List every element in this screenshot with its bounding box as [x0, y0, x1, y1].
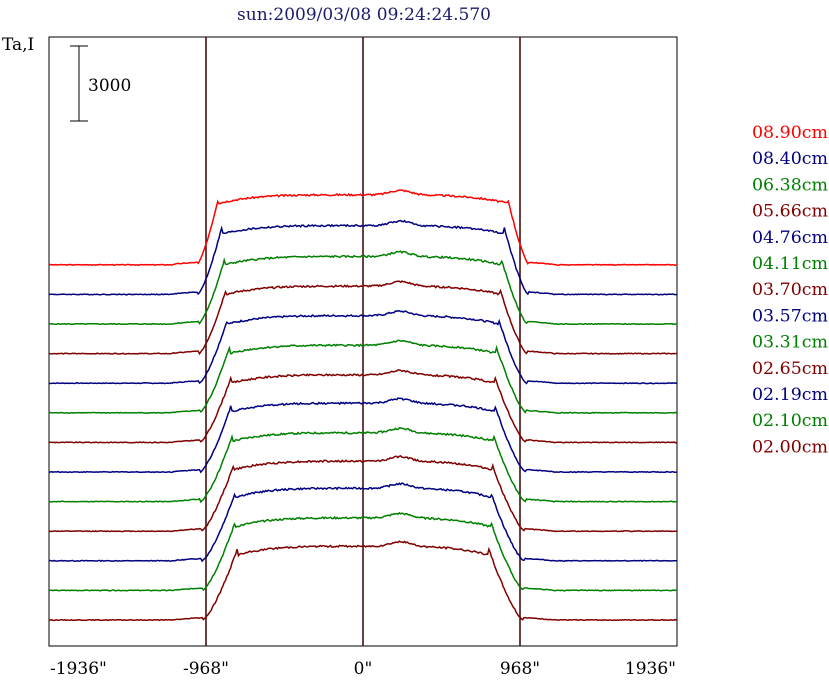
- series-line-03.31cm: [48, 427, 678, 504]
- x-tick-label: -968": [183, 659, 229, 679]
- series-line-08.40cm: [48, 219, 678, 296]
- series-line-03.57cm: [48, 397, 678, 474]
- series-line-08.90cm: [48, 189, 678, 267]
- series-line-06.38cm: [48, 250, 678, 326]
- x-tick-label: 1936": [625, 659, 676, 679]
- series-line-03.70cm: [48, 369, 678, 444]
- series-line-02.19cm: [48, 482, 678, 563]
- legend-entry-05.66cm: 05.66cm: [752, 202, 828, 222]
- legend-entry-08.90cm: 08.90cm: [752, 123, 828, 143]
- series-layer: [48, 189, 678, 622]
- legend-entry-03.70cm: 03.70cm: [752, 280, 828, 300]
- series-line-02.65cm: [48, 455, 678, 533]
- series-line-05.66cm: [48, 280, 678, 356]
- legend: 08.90cm 08.40cm 06.38cm 05.66cm 04.76cm 04.11…: [752, 123, 828, 457]
- legend-entry-06.38cm: 06.38cm: [752, 175, 828, 195]
- legend-entry-02.10cm: 02.10cm: [752, 411, 828, 431]
- legend-entry-03.31cm: 03.31cm: [752, 333, 828, 353]
- legend-entry-02.19cm: 02.19cm: [752, 385, 828, 405]
- series-line-04.76cm: [48, 310, 678, 385]
- x-tick-labels: -1936" -968" 0" 968" 1936": [50, 659, 676, 679]
- legend-entry-03.57cm: 03.57cm: [752, 306, 828, 326]
- x-tick-label: 0": [354, 659, 373, 679]
- legend-entry-04.76cm: 04.76cm: [752, 228, 828, 248]
- y-axis-label: Ta,I: [2, 35, 34, 55]
- vertical-markers: [205, 37, 521, 646]
- legend-entry-08.40cm: 08.40cm: [752, 149, 828, 169]
- scale-bar-label: 3000: [88, 76, 131, 96]
- series-line-04.11cm: [48, 339, 678, 415]
- legend-entry-02.65cm: 02.65cm: [752, 359, 828, 379]
- series-line-02.10cm: [48, 511, 678, 592]
- x-tick-label: 968": [500, 659, 540, 679]
- series-line-02.00cm: [48, 540, 678, 622]
- legend-entry-02.00cm: 02.00cm: [752, 437, 828, 457]
- x-tick-label: -1936": [50, 659, 107, 679]
- scale-bar: 3000: [70, 45, 131, 122]
- legend-entry-04.11cm: 04.11cm: [752, 254, 828, 274]
- chart-title: sun:2009/03/08 09:24:24.570: [237, 5, 491, 25]
